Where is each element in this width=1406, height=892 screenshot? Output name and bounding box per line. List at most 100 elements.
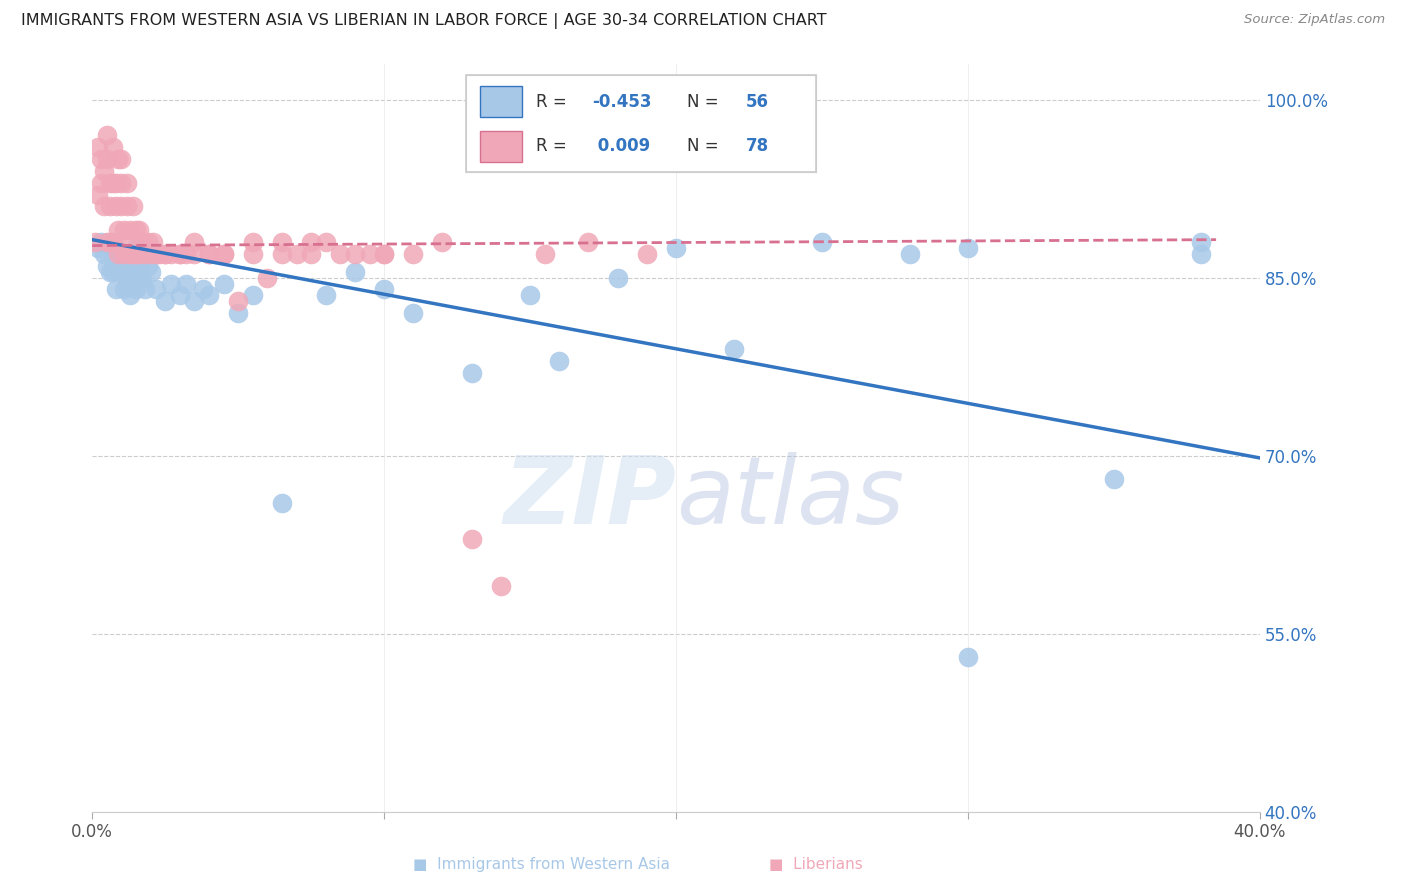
Point [110, 152, 132, 166]
Point [104, 283, 127, 297]
Point [104, 176, 127, 190]
Point [125, 223, 148, 237]
Point [131, 270, 153, 285]
Point [460, 532, 482, 546]
Text: Source: ZipAtlas.com: Source: ZipAtlas.com [1244, 13, 1385, 27]
Point [343, 265, 366, 279]
Point [153, 247, 176, 261]
Point [153, 294, 176, 309]
Point [198, 247, 221, 261]
Point [811, 235, 834, 249]
Point [120, 288, 142, 302]
Point [139, 265, 162, 279]
Point [315, 288, 337, 302]
Point [134, 247, 156, 261]
Point [606, 270, 628, 285]
Point [128, 265, 150, 279]
Point [90, 152, 112, 166]
Point [242, 235, 264, 249]
Point [112, 265, 135, 279]
Point [271, 496, 294, 510]
Point [956, 241, 979, 255]
Text: atlas: atlas [676, 452, 904, 543]
Point [359, 247, 381, 261]
Point [115, 259, 138, 273]
Point [226, 294, 249, 309]
Point [125, 283, 148, 297]
Point [101, 247, 124, 261]
Point [110, 199, 132, 213]
Point [115, 277, 138, 291]
Point [107, 152, 129, 166]
Point [432, 235, 454, 249]
Point [285, 247, 308, 261]
Point [460, 366, 482, 380]
Point [136, 235, 159, 249]
Point [128, 247, 150, 261]
Point [198, 247, 221, 261]
Point [256, 270, 278, 285]
Point [120, 247, 142, 261]
Point [578, 235, 600, 249]
Point [107, 247, 129, 261]
Point [87, 140, 110, 154]
Point [128, 223, 150, 237]
Point [145, 283, 167, 297]
Point [98, 199, 121, 213]
Point [242, 247, 264, 261]
Text: ■  Liberians: ■ Liberians [769, 857, 862, 872]
Point [134, 283, 156, 297]
Point [110, 259, 132, 273]
Point [120, 270, 142, 285]
Point [107, 223, 129, 237]
Point [98, 241, 121, 255]
Point [136, 259, 159, 273]
Point [402, 247, 425, 261]
Point [122, 259, 145, 273]
Point [519, 288, 541, 302]
Point [343, 247, 366, 261]
Point [299, 247, 322, 261]
Point [120, 223, 142, 237]
Point [373, 247, 395, 261]
Point [115, 199, 138, 213]
Point [104, 259, 127, 273]
Point [101, 265, 124, 279]
Point [271, 247, 294, 261]
Point [112, 223, 135, 237]
Point [122, 247, 145, 261]
Point [329, 247, 352, 261]
Point [956, 650, 979, 665]
Point [96, 259, 118, 273]
Point [226, 306, 249, 320]
Point [101, 235, 124, 249]
Point [93, 164, 115, 178]
Point [87, 187, 110, 202]
Point [169, 247, 191, 261]
Point [315, 235, 337, 249]
Point [191, 283, 214, 297]
Point [489, 579, 512, 593]
Point [90, 176, 112, 190]
Point [212, 247, 235, 261]
Point [174, 247, 197, 261]
Point [212, 277, 235, 291]
Point [1102, 472, 1125, 486]
Point [145, 247, 167, 261]
Point [174, 277, 197, 291]
Point [93, 199, 115, 213]
Point [898, 247, 921, 261]
Text: ■  Immigrants from Western Asia: ■ Immigrants from Western Asia [413, 857, 669, 872]
Point [93, 247, 115, 261]
Point [98, 176, 121, 190]
Point [98, 265, 121, 279]
Point [139, 247, 162, 261]
Text: ZIP: ZIP [503, 451, 676, 543]
Point [96, 152, 118, 166]
Point [183, 235, 205, 249]
Point [112, 283, 135, 297]
Point [373, 247, 395, 261]
Point [142, 235, 165, 249]
Point [101, 176, 124, 190]
Point [169, 288, 191, 302]
